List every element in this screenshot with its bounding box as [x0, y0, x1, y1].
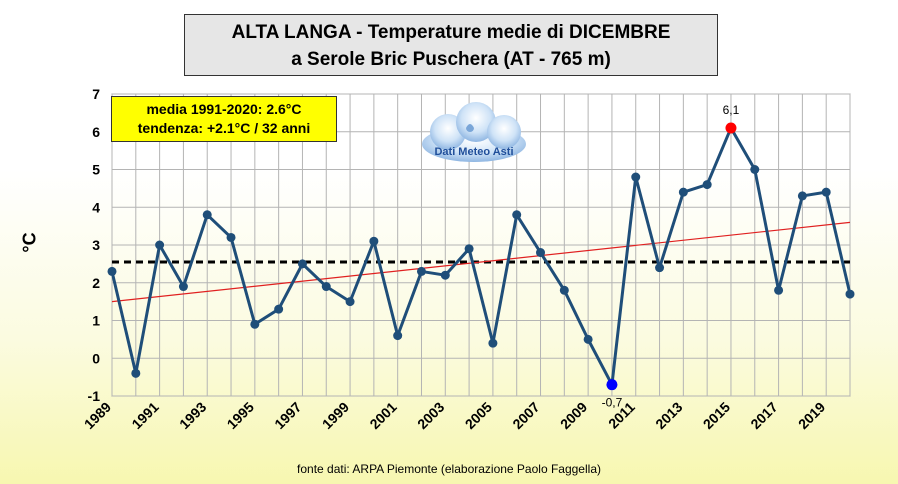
x-tick-label: 2009: [557, 399, 590, 432]
y-tick-label: 6: [92, 124, 100, 140]
data-point: [250, 319, 260, 329]
data-point: [131, 368, 141, 378]
min-marker: [606, 379, 618, 391]
x-tick-label: 1997: [271, 399, 304, 432]
y-tick-label: 7: [92, 86, 100, 102]
x-tick-label: 2003: [414, 399, 447, 432]
y-tick-label: 4: [92, 199, 100, 215]
data-point: [536, 248, 546, 258]
data-point: [345, 297, 355, 307]
y-axis-label: °C: [19, 232, 40, 253]
x-tick-label: 2019: [795, 399, 828, 432]
data-point: [583, 334, 593, 344]
data-point: [512, 210, 522, 220]
data-point: [797, 191, 807, 201]
chart-title: ALTA LANGA - Temperature medie di DICEMB…: [184, 14, 718, 76]
logo-text: Dati Meteo Asti: [434, 146, 514, 158]
data-point: [655, 263, 665, 273]
data-point: [821, 187, 831, 197]
y-tick-label: 3: [92, 237, 100, 253]
data-point: [845, 289, 855, 299]
y-tick-label: -1: [88, 388, 101, 404]
stats-mean: media 1991-2020: 2.6°C: [146, 101, 302, 117]
x-tick-label: 1991: [128, 399, 161, 432]
data-point: [488, 338, 498, 348]
data-point: [178, 282, 188, 292]
data-point: [440, 270, 450, 280]
data-point: [559, 285, 569, 295]
data-point: [750, 165, 760, 174]
x-tick-label: 2015: [700, 399, 733, 432]
series-line: [110, 126, 852, 387]
y-tick-label: 1: [92, 313, 100, 329]
cloud-icon: [422, 102, 526, 162]
min-data-label: -0,7: [602, 396, 623, 410]
data-point: [702, 180, 712, 190]
data-point: [297, 259, 307, 269]
x-tick-label: 1995: [224, 399, 257, 432]
data-point: [202, 210, 212, 220]
x-tick-label: 2017: [747, 399, 780, 432]
chart-title-line2: a Serole Bric Puschera (AT - 765 m): [291, 49, 611, 70]
data-point: [678, 187, 688, 197]
dati-meteo-asti-logo: Dati Meteo Asti: [418, 100, 530, 166]
x-tick-label: 2001: [366, 399, 399, 432]
max-marker: [725, 122, 737, 134]
data-point: [321, 282, 331, 292]
source-note: fonte dati: ARPA Piemonte (elaborazione …: [297, 462, 601, 476]
data-point: [226, 232, 236, 242]
data-point: [274, 304, 284, 314]
x-tick-label: 1999: [319, 399, 352, 432]
data-point: [155, 240, 165, 250]
x-tick-label: 1989: [81, 399, 114, 432]
data-point: [107, 266, 117, 276]
data-point: [464, 244, 474, 254]
chart-title-line1: ALTA LANGA - Temperature medie di DICEMB…: [231, 22, 671, 43]
y-tick-label: 0: [92, 350, 100, 366]
data-point: [369, 236, 379, 246]
data-point: [774, 285, 784, 295]
x-tick-label: 1993: [176, 399, 209, 432]
x-tick-label: 2005: [462, 399, 495, 432]
x-tick-label: 2007: [509, 399, 542, 432]
data-point: [631, 172, 641, 182]
y-tick-label: 5: [92, 162, 100, 178]
x-tick-label: 2013: [652, 399, 685, 432]
data-point: [416, 266, 426, 276]
stats-trend: tendenza: +2.1°C / 32 anni: [137, 120, 311, 136]
stats-box: media 1991-2020: 2.6°C tendenza: +2.1°C …: [111, 96, 337, 142]
max-data-label: 6,1: [723, 103, 740, 117]
trend-line: [111, 221, 851, 303]
y-tick-label: 2: [92, 275, 100, 291]
data-point: [393, 331, 403, 341]
